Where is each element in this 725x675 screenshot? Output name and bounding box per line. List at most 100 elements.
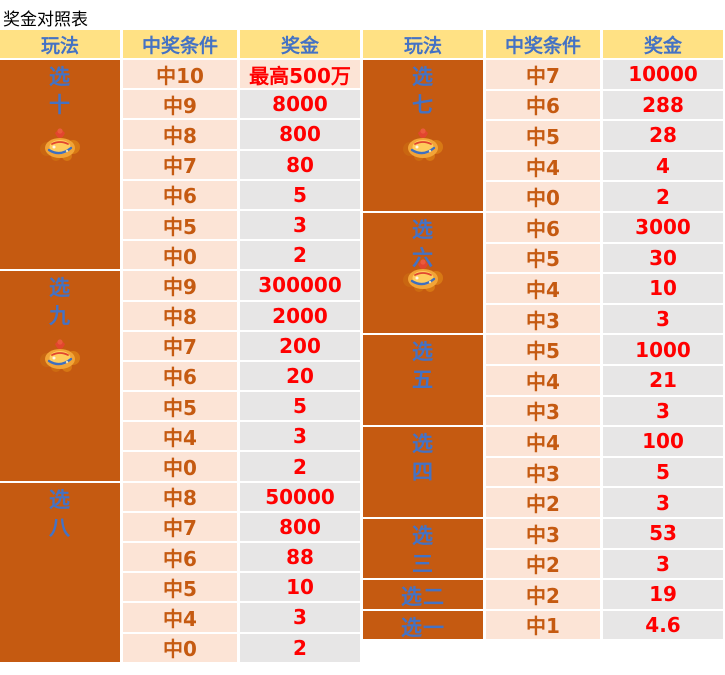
win-condition-cell: 中3 [486,396,600,426]
play-group-label: 五 [412,368,434,393]
play-group-cell: 选七 [363,60,483,211]
play-group-label: 八 [49,515,71,540]
win-condition-cell: 中3 [486,518,600,548]
kuaile8-mascot-icon [403,128,443,161]
win-condition-cell: 中8 [123,301,237,330]
table-header-row: 玩法 中奖条件 奖金 [363,30,723,58]
play-group-label: 十 [49,93,71,117]
prize-cell: 3 [603,304,723,334]
win-condition-cell: 中2 [486,549,600,579]
prize-cell: 3 [240,422,360,451]
prize-cell: 5 [240,392,360,421]
win-condition-cell: 中4 [486,151,600,181]
table-body: 选十 中10 最高500万 中9 8000 中8 800 中7 80 中6 5 中5 3 中0 2 选九 中… [0,60,360,662]
prize-cell: 28 [603,121,723,150]
play-group-cell: 选三 [363,518,483,579]
win-condition-cell: 中0 [486,182,600,211]
prize-cell: 10 [240,573,360,602]
top-prize-cell: 最高500万 [240,60,360,89]
win-condition-cell: 中5 [123,210,237,240]
prize-cell: 5 [603,457,723,487]
header-win-condition: 中奖条件 [486,30,600,58]
prize-cell: 50000 [240,482,360,511]
play-group-label: 选一 [401,615,445,640]
play-group-label: 选 [49,65,71,89]
prize-cell: 2 [240,241,360,270]
play-group-cell: 选四 [363,427,483,517]
win-condition-cell: 中4 [123,422,237,451]
page-title: 奖金对照表 [3,10,88,30]
play-group-cell: 选六 [363,212,483,334]
header-prize: 奖金 [603,30,723,58]
prize-cell: 800 [240,512,360,541]
win-condition-cell: 中5 [486,121,600,150]
play-group-cell: 选十 [0,60,120,270]
header-prize: 奖金 [240,30,360,58]
prize-table-left: 玩法 中奖条件 奖金 选十 中10 最高500万 中9 8000 中8 800 中7 80 中6… [0,30,360,662]
win-condition-cell: 中5 [123,573,237,602]
win-condition-cell: 中4 [486,427,600,456]
prize-cell: 288 [603,90,723,120]
win-condition-cell: 中7 [123,150,237,179]
prize-cell: 30 [603,243,723,273]
header-play-method: 玩法 [0,30,120,58]
prize-cell: 3 [603,396,723,426]
win-condition-cell: 中7 [486,60,600,89]
win-condition-cell: 中9 [123,271,237,300]
prize-cell: 3000 [603,212,723,242]
win-condition-cell: 中6 [486,212,600,242]
play-group-cell: 选九 [0,271,120,481]
play-group-label: 选 [412,65,434,89]
kuaile8-mascot-icon [40,339,80,373]
play-group-cell: 选二 [363,580,483,609]
prize-cell: 19 [603,580,723,609]
play-group-label: 选 [412,523,434,548]
table-body: 选七 中7 10000 中6 288 中5 28 中4 4 中0 2 选六 中6 3000 中5 30 中4… [363,60,723,640]
win-condition-cell: 中6 [486,90,600,120]
tables-container: 玩法 中奖条件 奖金 选十 中10 最高500万 中9 8000 中8 800 中7 80 中6… [0,30,723,662]
play-group-label: 选 [49,276,71,301]
prize-cell: 20 [240,361,360,391]
win-condition-cell: 中0 [123,452,237,481]
prize-cell: 5 [240,180,360,209]
win-condition-cell: 中5 [123,392,237,421]
prize-cell: 10 [603,274,723,303]
play-group-label: 九 [49,304,71,329]
prize-cell: 4 [603,151,723,181]
win-condition-cell: 中9 [123,90,237,119]
win-condition-cell: 中4 [123,603,237,632]
win-condition-cell: 中3 [486,304,600,334]
prize-cell: 21 [603,365,723,395]
win-condition-cell: 中5 [486,335,600,364]
prize-cell: 2 [240,633,360,662]
kuaile8-mascot-icon [403,259,443,292]
play-group-cell: 选八 [0,482,120,662]
prize-cell: 8000 [240,90,360,119]
prize-table-right: 玩法 中奖条件 奖金 选七 中7 10000 中6 288 中5 28 中4 4 中0 2 选六 中… [363,30,723,662]
prize-cell: 2 [240,452,360,481]
play-group-label: 选 [412,340,434,365]
prize-cell: 2 [603,182,723,211]
prize-cell: 4.6 [603,610,723,640]
win-condition-cell: 中5 [486,243,600,273]
prize-cell: 200 [240,331,360,360]
prize-cell: 53 [603,518,723,548]
play-group-label: 选二 [401,585,445,609]
prize-cell: 300000 [240,271,360,300]
win-condition-cell: 中2 [486,580,600,609]
kuaile8-mascot-icon [40,128,80,161]
table-header-row: 玩法 中奖条件 奖金 [0,30,360,58]
win-condition-cell: 中3 [486,457,600,487]
prize-cell: 10000 [603,60,723,89]
play-group-label: 四 [412,460,434,485]
prize-cell: 1000 [603,335,723,364]
prize-cell: 3 [603,488,723,517]
win-condition-cell: 中6 [123,180,237,209]
header-win-condition: 中奖条件 [123,30,237,58]
play-group-cell: 选五 [363,335,483,426]
win-condition-cell: 中6 [123,543,237,572]
win-condition-cell: 中4 [486,365,600,395]
win-condition-cell: 中0 [123,633,237,662]
prize-cell: 2000 [240,301,360,330]
